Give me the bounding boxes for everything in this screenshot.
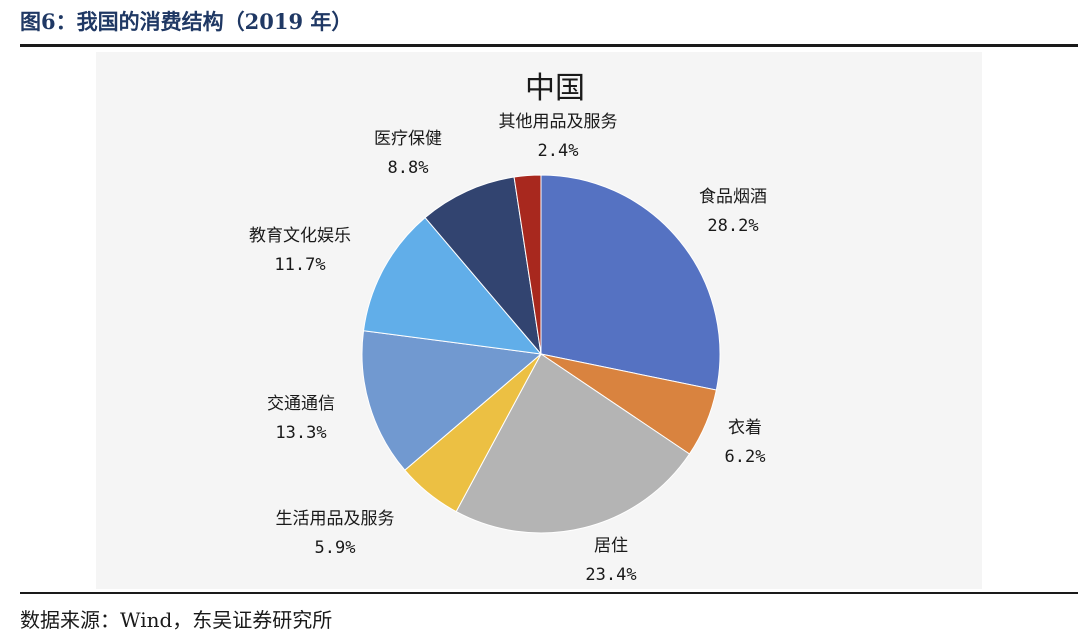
pie-labels: 食品烟酒 28.2% 衣着 6.2% 居住 23.4% 生活用品及服务 5.9% 交通通信 13.… xyxy=(249,112,767,585)
slice-name-label: 交通通信 xyxy=(267,394,335,414)
pie-slice xyxy=(361,330,543,471)
source-rule xyxy=(20,592,1078,594)
chart-title: 中国 xyxy=(525,71,585,106)
slice-value-label: 23.4% xyxy=(585,565,636,585)
pie-slice xyxy=(540,174,721,391)
pie-slice xyxy=(362,216,543,355)
pie-slice xyxy=(455,353,691,534)
pie-slice xyxy=(513,174,542,355)
slice-value-label: 8.8% xyxy=(388,158,429,178)
figure-title: 图6：我国的消费结构（2019 年） xyxy=(20,9,353,34)
slice-name-label: 居住 xyxy=(594,536,628,556)
slice-name-label: 衣着 xyxy=(728,418,762,438)
slice-name-label: 生活用品及服务 xyxy=(276,509,395,529)
slice-name-label: 教育文化娱乐 xyxy=(249,226,351,246)
slice-name-label: 食品烟酒 xyxy=(699,187,767,207)
slice-value-label: 6.2% xyxy=(725,447,766,467)
slice-value-label: 5.9% xyxy=(315,538,356,558)
slice-value-label: 11.7% xyxy=(274,255,325,275)
slice-value-label: 13.3% xyxy=(275,423,326,443)
title-rule xyxy=(20,44,1078,47)
slice-name-label: 医疗保健 xyxy=(374,129,442,149)
slice-value-label: 28.2% xyxy=(707,216,758,236)
source-note: 数据来源：Wind，东吴证券研究所 xyxy=(20,608,333,632)
slice-value-label: 2.4% xyxy=(538,141,579,161)
pie-slice xyxy=(424,176,542,356)
slice-name-label: 其他用品及服务 xyxy=(499,112,618,132)
pie-slices xyxy=(361,174,721,534)
